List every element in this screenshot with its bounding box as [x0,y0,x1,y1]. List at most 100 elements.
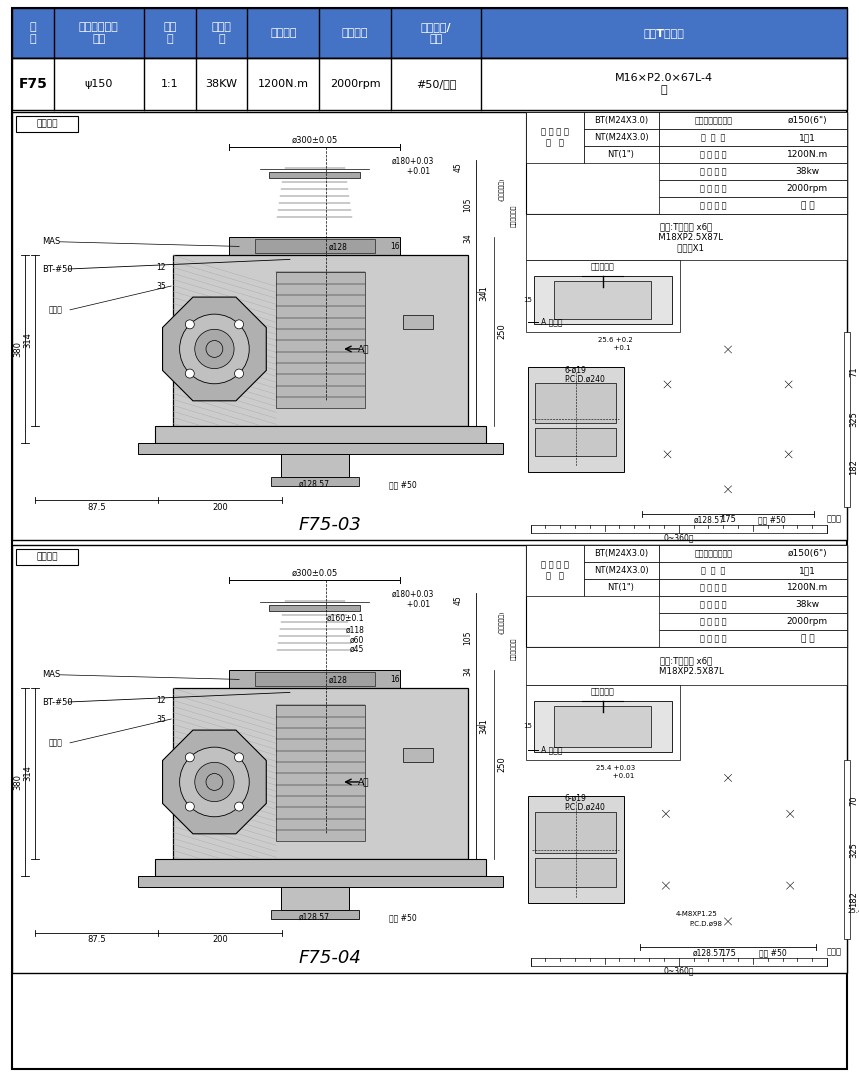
Text: 使用最大刀具直徑: 使用最大刀具直徑 [694,116,732,125]
Text: 105: 105 [464,630,472,645]
Bar [583,146,659,163]
Bar [255,672,375,686]
Text: (配用最高度): (配用最高度) [499,178,505,201]
Circle shape [195,330,234,368]
Bar [526,112,583,163]
Text: NT(M24X3.0): NT(M24X3.0) [594,567,649,575]
Text: NT(1"): NT(1") [607,150,635,159]
Text: 最 大 扭 矩: 最 大 扭 矩 [700,150,727,159]
Text: 314: 314 [23,333,33,348]
Text: 200: 200 [212,503,228,512]
Bar [533,701,672,752]
Circle shape [235,802,243,811]
Text: 最大馬
力: 最大馬 力 [211,23,232,44]
Bar [531,959,827,966]
Text: A 側視圖: A 側視圖 [540,318,562,326]
Bar [659,613,847,630]
Text: 250: 250 [497,323,507,339]
Text: 刻痕環: 刻痕環 [49,306,63,314]
Text: 2000rpm: 2000rpm [330,79,381,89]
Bar [844,760,850,939]
Text: 341: 341 [479,717,489,733]
Circle shape [186,753,194,761]
Bar [155,425,485,443]
Text: ø45: ø45 [350,644,364,654]
Bar [137,876,503,886]
Text: 380: 380 [14,774,22,789]
Polygon shape [162,297,266,401]
Text: 刻痕環: 刻痕環 [49,739,63,747]
Bar [270,172,360,178]
Polygon shape [253,593,376,686]
Circle shape [186,369,194,378]
Text: ø128.57: ø128.57 [693,516,724,524]
Text: 25.4 +0.03
       +0.01: 25.4 +0.03 +0.01 [596,766,635,779]
Text: ø128.57: ø128.57 [299,913,330,922]
Bar [583,545,659,562]
Text: 2000rpm: 2000rpm [787,184,828,193]
Text: 主軸規格/
轉向: 主軸規格/ 轉向 [421,23,452,44]
Text: 38KW: 38KW [205,79,238,89]
Text: 最 大 馬 力: 最 大 馬 力 [700,600,727,609]
Text: 182: 182 [850,891,858,907]
Text: 1:1: 1:1 [161,79,179,89]
Text: 0~360度: 0~360度 [663,966,694,976]
Text: F75: F75 [18,76,47,90]
Text: 脱卸配合高度: 脱卸配合高度 [511,205,517,227]
Text: 35: 35 [156,714,166,724]
Bar [659,545,847,562]
Bar [174,688,468,858]
Bar [174,255,468,425]
Bar [583,562,659,579]
Text: 341: 341 [479,284,489,300]
Circle shape [235,369,243,378]
Circle shape [180,314,249,383]
Text: ø60: ø60 [350,635,364,644]
Text: 主 軸 轉 向: 主 軸 轉 向 [700,634,727,643]
Text: BT-#50: BT-#50 [42,265,73,274]
Polygon shape [253,160,376,253]
Bar [526,545,583,596]
Bar [526,112,847,214]
Text: 25.6 +0.2
      +0.1: 25.6 +0.2 +0.1 [598,337,633,350]
Text: ø150(6"): ø150(6") [788,116,827,125]
Text: 314: 314 [23,766,33,782]
Bar [583,129,659,146]
Text: BT(M24X3.0): BT(M24X3.0) [594,116,648,125]
Text: 主軸 #50: 主軸 #50 [758,516,786,524]
Text: NT(1"): NT(1") [607,583,635,592]
Text: 最高轉速: 最高轉速 [342,28,369,38]
Text: 87.5: 87.5 [88,503,106,512]
Text: ø118: ø118 [345,626,364,634]
Bar [659,163,847,180]
Bar [229,237,400,255]
Bar [659,596,847,613]
Circle shape [186,320,194,328]
Bar [271,910,359,919]
Text: ψ150: ψ150 [85,79,113,89]
Text: BT(M24X3.0): BT(M24X3.0) [594,549,648,558]
Text: 基準校正廓: 基準校正廓 [591,687,614,697]
Circle shape [186,802,194,811]
Bar [535,812,616,853]
Text: 15: 15 [523,297,532,303]
Text: (配用最高度): (配用最高度) [499,611,505,634]
Polygon shape [305,574,325,591]
Text: ø128: ø128 [329,243,348,252]
Bar [844,332,850,507]
Text: 182: 182 [850,460,858,475]
Text: 105: 105 [464,197,472,211]
Text: 45: 45 [454,596,462,605]
Text: 38kw: 38kw [795,167,819,176]
Bar [403,747,433,761]
Text: 325: 325 [850,411,858,428]
Circle shape [719,841,737,858]
Text: 拉 桿 型 式
選   項: 拉 桿 型 式 選 項 [540,128,569,148]
Bar [277,705,365,841]
Text: 最 大 馬 力: 最 大 馬 力 [700,167,727,176]
Text: 12: 12 [156,263,166,271]
Bar [526,545,847,647]
Text: 主軸 #50: 主軸 #50 [389,480,417,489]
Bar [659,129,847,146]
Text: 70: 70 [850,795,858,806]
